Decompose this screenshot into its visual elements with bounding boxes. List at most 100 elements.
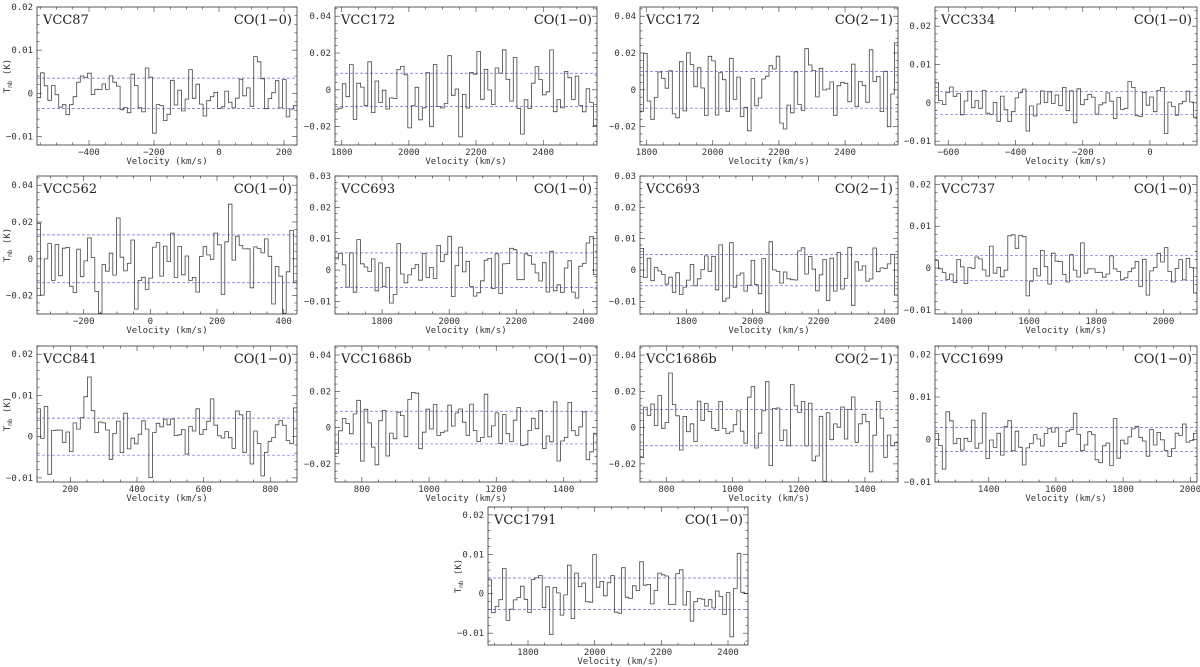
x-tick-label: 0 (148, 317, 153, 327)
spectrum-panel-1: −400 −200 0 200 Velocity (km/s) −0.01 0 0.01 0.0… (3, 3, 298, 167)
y-tick-label: 0 (326, 86, 331, 96)
spectrum-trace (37, 203, 297, 314)
x-tick-label: 0 (1147, 148, 1152, 158)
y-tick-label: 0.02 (909, 180, 931, 190)
y-tick-label: −0.01 (457, 629, 484, 639)
x-tick-label: 1400 (951, 317, 973, 327)
x-axis-label: Velocity (km/s) (126, 157, 207, 167)
x-tick-label: 600 (196, 485, 212, 495)
x-tick-label: 2000 (398, 148, 420, 158)
line-transition: CO(2−1) (835, 13, 893, 28)
x-tick-label: 2200 (768, 148, 790, 158)
x-tick-label: 1800 (675, 317, 697, 327)
x-tick-label: 2400 (834, 148, 856, 158)
spectrum-trace (640, 42, 898, 132)
line-transition: CO(2−1) (835, 182, 893, 197)
y-tick-label: −0.01 (904, 478, 931, 488)
y-tick-label: 0 (28, 89, 33, 99)
spectrum-trace (335, 235, 597, 304)
y-tick-label: −0.02 (609, 460, 636, 470)
plot-frame (36, 345, 298, 483)
x-tick-label: 400 (129, 485, 145, 495)
y-tick-label: 0.02 (614, 49, 636, 59)
y-tick-label: 0.02 (309, 49, 331, 59)
x-tick-label: 0 (216, 148, 221, 158)
y-tick-label: 0 (631, 424, 636, 434)
y-tick-label: −0.02 (304, 123, 331, 133)
y-tick-label: 0.01 (614, 235, 636, 245)
x-tick-label: 400 (276, 317, 292, 327)
x-axis-label: Velocity (km/s) (1025, 326, 1106, 336)
plot-frame (639, 345, 899, 483)
y-tick-label: 0.04 (614, 12, 636, 22)
source-name: VCC1699 (940, 352, 1003, 367)
x-tick-label: 1400 (854, 485, 876, 495)
x-tick-label: 2000 (742, 317, 764, 327)
x-axis-label: Velocity (km/s) (425, 494, 506, 504)
x-tick-label: 1600 (1018, 317, 1040, 327)
plot-frame (934, 175, 1198, 315)
y-tick-label: 0.01 (909, 222, 931, 232)
x-axis-label: Velocity (km/s) (728, 157, 809, 167)
line-transition: CO(2−1) (835, 352, 893, 367)
y-tick-label: 0.02 (11, 3, 33, 13)
x-tick-label: 1200 (485, 485, 507, 495)
plot-frame (334, 345, 598, 483)
x-tick-label: 1000 (418, 485, 440, 495)
x-tick-label: 200 (62, 485, 78, 495)
x-tick-label: 2000 (1153, 317, 1175, 327)
x-tick-label: −200 (143, 148, 165, 158)
y-tick-label: 0.02 (462, 511, 484, 521)
spectrum-trace (335, 392, 597, 466)
source-name: VCC172 (645, 13, 700, 28)
line-transition: CO(1−0) (1134, 352, 1192, 367)
spectrum-trace (935, 81, 1197, 134)
source-name: VCC693 (340, 182, 395, 197)
x-tick-label: −600 (938, 148, 960, 158)
spectrum-panel-7: 1800 2000 2200 2400 Velocity (km/s) −0.01 0 0.0… (609, 172, 899, 336)
x-axis-label: Velocity (km/s) (1025, 494, 1106, 504)
spectrum-panel-13: 1800 2000 2200 2400 Velocity (km/s) −0.01 0 0.0… (454, 506, 749, 667)
source-name: VCC841 (42, 352, 97, 367)
x-tick-label: 2000 (702, 148, 724, 158)
line-transition: CO(1−0) (534, 352, 592, 367)
x-tick-label: 1800 (1085, 317, 1107, 327)
y-axis-label: Tmb (K) (3, 397, 14, 431)
x-axis-label: Velocity (km/s) (126, 326, 207, 336)
y-tick-label: −0.01 (904, 137, 931, 147)
y-tick-label: −0.01 (6, 132, 33, 142)
y-tick-label: −0.02 (6, 292, 33, 302)
y-tick-label: 0 (326, 266, 331, 276)
y-tick-label: −0.01 (304, 297, 331, 307)
y-axis-label: Tmb (K) (454, 559, 465, 593)
y-tick-label: 0.02 (614, 387, 636, 397)
line-transition: CO(1−0) (1134, 13, 1192, 28)
spectrum-panel-11: 800 1000 1200 1400 Velocity (km/s) −0.02 0 0.02… (609, 345, 899, 504)
spectrum-trace (935, 234, 1197, 297)
x-tick-label: 2400 (717, 648, 739, 658)
x-axis-label: Velocity (km/s) (577, 657, 658, 667)
line-transition: CO(1−0) (685, 513, 743, 528)
source-name: VCC334 (940, 13, 995, 28)
spectrum-panel-12: 1400 1600 1800 2000 Velocity (km/s) −0.01 0 0.0… (904, 345, 1200, 504)
x-tick-label: 2200 (465, 148, 487, 158)
x-tick-label: 800 (658, 485, 674, 495)
x-tick-label: −200 (1072, 148, 1094, 158)
y-tick-label: 0 (926, 264, 931, 274)
x-tick-label: 800 (354, 485, 370, 495)
y-tick-label: 0 (631, 86, 636, 96)
y-tick-label: 0.02 (11, 350, 33, 360)
source-name: VCC1686b (645, 352, 717, 367)
y-tick-label: 0.02 (309, 387, 331, 397)
y-tick-label: 0.01 (462, 550, 484, 560)
x-tick-label: 2200 (506, 317, 528, 327)
spectrum-trace (640, 372, 898, 482)
x-tick-label: 200 (276, 148, 292, 158)
source-name: VCC1686b (340, 352, 412, 367)
x-tick-label: 1800 (331, 148, 353, 158)
x-tick-label: 1200 (788, 485, 810, 495)
x-axis-label: Velocity (km/s) (728, 494, 809, 504)
y-tick-label: 0.04 (614, 351, 636, 361)
y-tick-label: 0 (28, 433, 33, 443)
y-tick-label: −0.01 (609, 297, 636, 307)
